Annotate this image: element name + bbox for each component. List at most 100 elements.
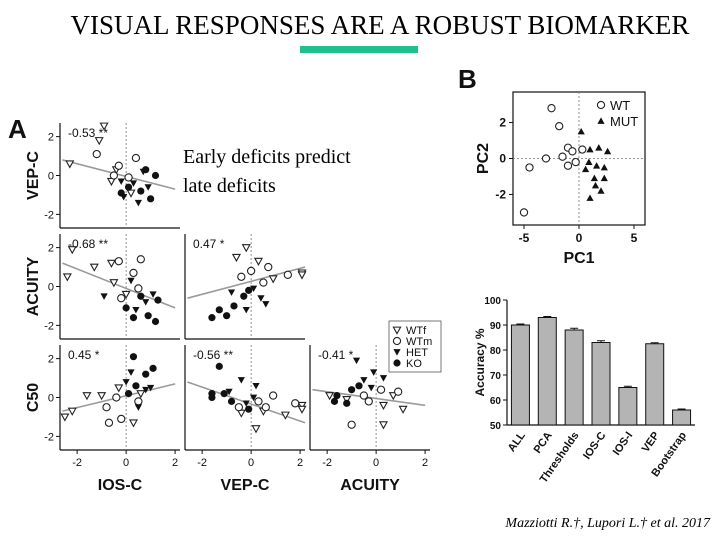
data-point-het xyxy=(127,369,135,376)
data-point-het xyxy=(242,400,250,407)
data-point-wt xyxy=(541,154,551,163)
data-point-mut xyxy=(590,174,598,182)
data-point-wtm xyxy=(129,268,138,278)
data-point-wtm xyxy=(394,387,403,396)
data-point-ko xyxy=(343,399,351,407)
y-tick-label: 2 xyxy=(499,116,506,130)
data-point-wtf xyxy=(99,122,109,131)
panel-a-label: A xyxy=(8,114,27,144)
x-tick-label: -5 xyxy=(519,231,530,245)
data-point-wtf xyxy=(297,271,307,280)
y-tick-label: 100 xyxy=(484,296,501,307)
data-point-mut xyxy=(585,158,593,165)
data-point-het xyxy=(262,301,270,308)
row-axis-label: VEP-C xyxy=(25,151,42,200)
data-point-wtm xyxy=(376,385,386,394)
accuracy-bar xyxy=(618,387,638,426)
data-point-wtf xyxy=(378,421,389,430)
panel-b-label: B xyxy=(458,64,477,94)
data-point-wtf xyxy=(60,413,70,422)
slide-title: VISUAL RESPONSES ARE A ROBUST BIOMARKER xyxy=(70,10,690,40)
data-point-ko xyxy=(147,195,155,203)
y-axis-label: PC2 xyxy=(475,143,492,174)
x-tick-label: 2 xyxy=(422,457,428,469)
row-axis-label: C50 xyxy=(25,383,42,412)
overlay-line-2: late deficits xyxy=(183,175,276,197)
category-label: VEP xyxy=(640,430,662,455)
data-point-wtf xyxy=(97,392,107,401)
data-point-wt xyxy=(571,157,580,167)
data-point-wtf xyxy=(253,257,264,266)
data-point-ko xyxy=(137,292,145,300)
correlation-label: -0.68 ** xyxy=(68,237,108,251)
data-point-het xyxy=(242,306,250,314)
data-point-ko xyxy=(124,183,133,191)
data-point-wtm xyxy=(124,173,133,182)
regression-line xyxy=(62,159,176,190)
data-point-wtm xyxy=(117,294,126,303)
x-axis-label: ACUITY xyxy=(340,477,400,494)
data-point-wtm xyxy=(261,403,270,412)
data-point-het xyxy=(142,386,150,394)
data-point-wtf xyxy=(297,401,307,411)
data-point-ko xyxy=(151,171,160,180)
title-accent-bar xyxy=(300,46,418,53)
data-point-wtf xyxy=(398,405,408,414)
x-axis-label: VEP-C xyxy=(221,477,270,494)
data-point-wtf xyxy=(136,390,146,399)
data-point-wtm xyxy=(109,171,119,180)
legend-label: WTf xyxy=(406,325,427,337)
data-point-wt xyxy=(578,145,587,154)
data-point-wtf xyxy=(280,411,290,420)
data-point-wtm xyxy=(264,262,273,272)
x-tick-label: -2 xyxy=(197,457,207,469)
y-tick-label: 2 xyxy=(48,243,54,255)
data-point-het xyxy=(379,375,388,382)
data-point-ko xyxy=(245,286,253,294)
data-point-wtf xyxy=(67,246,77,255)
data-point-het xyxy=(352,357,361,365)
x-tick-label: -2 xyxy=(72,457,82,469)
y-tick-label: 0 xyxy=(48,282,54,294)
data-point-wtf xyxy=(94,137,104,146)
data-point-ko xyxy=(330,397,339,405)
data-point-het xyxy=(252,382,260,390)
data-point-mut xyxy=(593,162,601,169)
data-point-wtf xyxy=(251,425,261,434)
data-point-het xyxy=(249,394,258,402)
data-point-het xyxy=(132,306,140,314)
accuracy-bar xyxy=(510,324,530,426)
data-point-wtf xyxy=(297,405,307,414)
legend-label: WTm xyxy=(406,336,432,348)
data-point-wtf xyxy=(126,189,136,198)
data-point-wtf xyxy=(241,244,251,253)
legend-label: MUT xyxy=(610,114,638,129)
data-point-wtf xyxy=(89,263,99,272)
data-point-mut xyxy=(577,127,585,135)
data-point-het xyxy=(237,377,245,384)
data-point-ko xyxy=(154,296,162,304)
data-point-ko xyxy=(137,187,145,195)
data-point-wtm xyxy=(117,414,126,424)
x-tick-label: 2 xyxy=(172,457,178,469)
legend-marker-wt xyxy=(596,100,606,110)
data-point-wt xyxy=(568,147,577,156)
data-point-mut xyxy=(591,181,600,189)
data-point-wtm xyxy=(283,270,293,279)
data-point-wtm xyxy=(364,397,373,406)
correlation-label: -0.53 ** xyxy=(68,126,108,140)
data-point-ko xyxy=(240,292,248,300)
data-point-wtm xyxy=(92,149,101,159)
y-tick-label: 0 xyxy=(499,152,506,166)
y-tick-label: -2 xyxy=(44,209,54,221)
data-point-het xyxy=(117,178,125,185)
y-tick-label: 80 xyxy=(490,346,502,357)
x-tick-label: -2 xyxy=(322,457,332,469)
data-point-wtf xyxy=(268,275,278,284)
category-label: IOS-I xyxy=(611,430,636,458)
x-tick-label: 5 xyxy=(631,231,638,245)
data-point-ko xyxy=(124,390,133,398)
data-point-wtf xyxy=(128,419,139,428)
data-point-wtm xyxy=(237,272,246,281)
